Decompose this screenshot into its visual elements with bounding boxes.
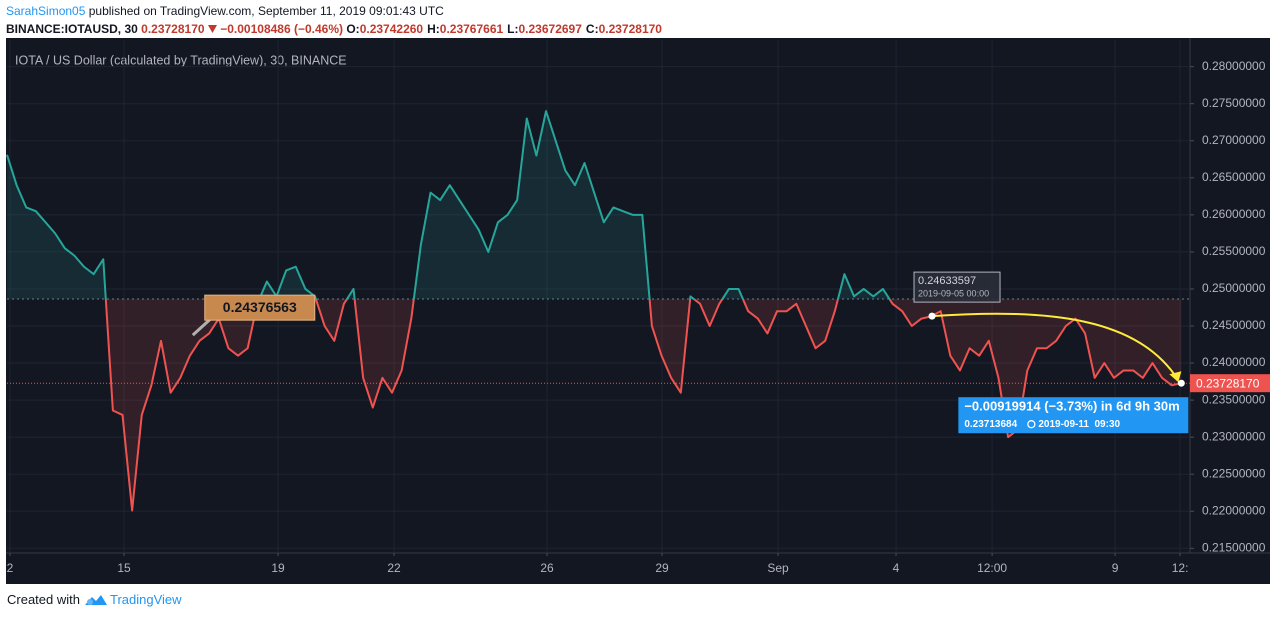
x-tick-label: 22: [387, 561, 401, 575]
ohlc: O:0.23742260 H:0.23767661 L:0.23672697 C:0.…: [346, 22, 666, 36]
x-tick-label: 2: [7, 561, 14, 575]
x-tick-label: 19: [271, 561, 285, 575]
logo: [84, 594, 107, 605]
ohlc-value: 0.23672697: [518, 22, 582, 36]
tooltip-date: 2019-09-05 00:00: [918, 288, 989, 298]
time-axis: 2 15 19 22 26 29 Sep 4 12:00 9 12:: [7, 553, 1189, 575]
measure-text: −0.00919914 (−3.73%) in 6d 9h 30m: [964, 399, 1179, 414]
last-price-box: [1190, 374, 1270, 393]
measure-box: [958, 397, 1189, 434]
y-tick-label: 0.27000000: [1202, 133, 1266, 147]
clock-icon: [1027, 420, 1036, 429]
y-tick-label: 0.23500000: [1202, 392, 1266, 406]
callout-label: 0.24376563: [223, 299, 297, 315]
y-tick-label: 0.25000000: [1202, 281, 1266, 295]
trend-arrow: [931, 312, 1180, 381]
tooltip-box: [913, 271, 1001, 303]
arrow-head: [1169, 371, 1182, 383]
end-point: [1177, 379, 1185, 387]
y-tick-label: 0.22500000: [1202, 466, 1266, 480]
ohlc-value: 0.23767661: [439, 22, 504, 36]
y-tick-label: 0.26000000: [1202, 207, 1266, 221]
chart: IOTA / US Dollar (calculated by TradingV…: [6, 38, 1270, 584]
ohlc-label: C:: [585, 22, 599, 36]
ohlc-label: O:: [346, 22, 360, 36]
last-price-label: 0.23728170: [1196, 376, 1260, 390]
footer: Created with TradingView: [7, 592, 182, 607]
measure-price: 0.23713684: [964, 419, 1017, 430]
x-tick-label: 12:: [1172, 561, 1189, 575]
brand[interactable]: TradingView: [109, 592, 182, 607]
x-tick-label: 15: [117, 561, 131, 575]
y-tick-label: 0.22000000: [1202, 503, 1266, 517]
y-tick-label: 0.24500000: [1202, 318, 1266, 332]
y-tick-label: 0.25500000: [1202, 244, 1266, 258]
x-tick-label: Sep: [767, 561, 789, 575]
down-icon: [207, 25, 217, 33]
x-tick-label: 4: [893, 561, 900, 575]
measure-date: 2019-09-11 09:30: [1038, 419, 1120, 430]
y-tick-label: 0.21500000: [1202, 540, 1266, 554]
x-tick-label: 29: [655, 561, 669, 575]
header-line-1: SarahSimon05 published on TradingView.co…: [6, 4, 444, 18]
publisher[interactable]: SarahSimon05: [6, 4, 86, 18]
ohlc-value: 0.23728170: [598, 22, 662, 36]
y-tick-label: 0.23000000: [1202, 429, 1266, 443]
change: −0.00108486 (−0.46%): [220, 22, 343, 36]
last-price: 0.23728170: [141, 22, 205, 36]
y-tick-label: 0.27500000: [1202, 96, 1266, 110]
y-tick-label: 0.24000000: [1202, 355, 1266, 369]
header-line-2: BINANCE:IOTAUSD, 30 0.23728170 −0.001084…: [6, 22, 666, 36]
published: published on TradingView.com, September …: [88, 4, 444, 18]
tooltip-value: 0.24633597: [918, 275, 976, 287]
x-tick-label: 12:00: [977, 561, 1007, 575]
x-tick-label: 9: [1112, 561, 1119, 575]
y-tick-label: 0.28000000: [1202, 59, 1266, 73]
symbol: BINANCE:IOTAUSD, 30: [6, 22, 138, 36]
ohlc-value: 0.23742260: [359, 22, 424, 36]
tooltip-point: [928, 312, 936, 320]
ohlc-label: H:: [427, 22, 440, 36]
ohlc-label: L:: [507, 22, 519, 36]
y-tick-label: 0.26500000: [1202, 170, 1266, 184]
x-tick-label: 26: [540, 561, 554, 575]
price-line: [6, 110, 1182, 512]
footer-text: Created with: [7, 592, 80, 607]
chart-title: IOTA / US Dollar (calculated by TradingV…: [15, 53, 347, 67]
callout-box: [204, 294, 316, 321]
